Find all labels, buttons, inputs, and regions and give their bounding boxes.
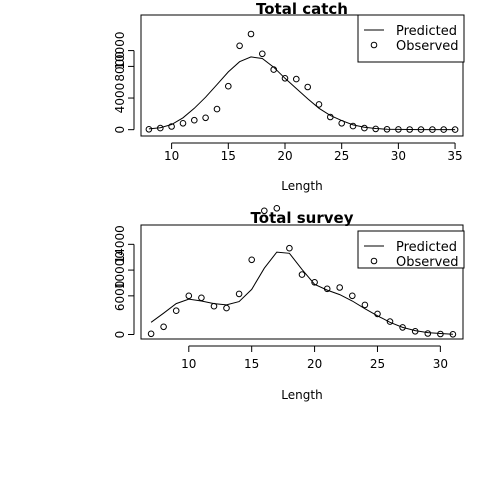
observed-point: [168, 123, 175, 130]
observed-point: [361, 301, 369, 309]
observed-point: [147, 330, 155, 338]
legend-label-predicted: Predicted: [396, 240, 457, 255]
chart-title: Total catch: [256, 0, 348, 18]
observed-point: [440, 126, 448, 133]
observed-point: [336, 284, 344, 291]
legend-label-predicted: Predicted: [396, 24, 457, 39]
observed-point: [451, 126, 459, 133]
observed-point: [261, 207, 268, 215]
x-axis-label: Length: [281, 388, 322, 402]
observed-point: [247, 30, 255, 38]
plot-frame: [140, 14, 464, 137]
x-tick-label: 30: [391, 149, 406, 163]
y-tick-label: 14000: [113, 225, 127, 263]
observed-point: [273, 205, 281, 212]
y-tick-label: 0: [113, 331, 127, 339]
x-tick-label: 15: [244, 357, 259, 371]
observed-point: [259, 50, 266, 58]
observed-point: [298, 271, 306, 278]
x-tick-label: 20: [307, 357, 322, 371]
observed-point: [213, 105, 221, 113]
observed-point: [145, 126, 153, 133]
observed-point: [417, 126, 425, 133]
legend-box: [357, 230, 465, 269]
observed-point: [235, 290, 243, 298]
y-tick-label: 6000: [113, 281, 127, 312]
observed-point: [157, 124, 164, 132]
observed-point: [172, 307, 180, 315]
x-tick-label: 25: [370, 357, 385, 371]
observed-point: [223, 304, 230, 312]
observed-point: [349, 292, 356, 300]
plot-frame: [140, 224, 464, 340]
y-tick-label: 4000: [113, 83, 127, 114]
y-tick-label: 8000: [113, 51, 127, 82]
observed-point: [281, 75, 289, 82]
observed-point: [323, 285, 331, 293]
observed-point: [374, 310, 381, 318]
observed-point: [210, 302, 218, 310]
chart-title: Total survey: [251, 209, 354, 227]
observed-point: [179, 120, 187, 127]
observed-point: [304, 83, 312, 91]
observed-point: [198, 294, 205, 302]
observed-point: [411, 328, 419, 335]
legend-box: [357, 14, 465, 63]
observed-point: [399, 324, 406, 331]
x-axis-label: Length: [281, 179, 322, 193]
observed-point: [327, 113, 334, 121]
observed-point: [406, 126, 414, 133]
observed-point: [236, 42, 243, 50]
x-tick-label: 20: [277, 149, 292, 163]
predicted-line: [148, 56, 456, 131]
observed-point: [191, 116, 198, 124]
observed-point: [449, 331, 457, 338]
x-tick-label: 25: [334, 149, 349, 163]
observed-point: [225, 82, 232, 90]
observed-point: [361, 124, 368, 132]
legend-point-swatch: [370, 257, 378, 265]
observed-point: [395, 126, 402, 133]
observed-point: [386, 318, 394, 325]
observed-point: [311, 279, 318, 286]
observed-point: [383, 126, 391, 133]
x-tick-label: 10: [181, 357, 196, 371]
observed-point: [437, 330, 444, 338]
x-tick-label: 10: [164, 149, 179, 163]
observed-point: [372, 125, 380, 133]
observed-point: [248, 256, 255, 264]
observed-point: [315, 101, 323, 108]
x-tick-label: 15: [221, 149, 236, 163]
x-tick-label: 35: [447, 149, 462, 163]
y-tick-label: 0: [113, 126, 127, 134]
observed-point: [270, 66, 278, 73]
y-tick-label: 10000: [113, 31, 127, 69]
observed-point: [185, 292, 193, 300]
observed-point: [160, 323, 167, 331]
legend-point-swatch: [370, 41, 378, 49]
observed-point: [286, 244, 293, 252]
observed-point: [293, 75, 300, 83]
legend-label-observed: Observed: [396, 255, 459, 270]
observed-point: [202, 114, 209, 122]
x-tick-label: 30: [433, 357, 448, 371]
y-tick-label: 10000: [113, 251, 127, 289]
observed-point: [349, 122, 357, 130]
observed-point: [338, 120, 346, 127]
observed-point: [429, 126, 436, 133]
legend-label-observed: Observed: [396, 39, 459, 54]
observed-point: [424, 330, 432, 337]
